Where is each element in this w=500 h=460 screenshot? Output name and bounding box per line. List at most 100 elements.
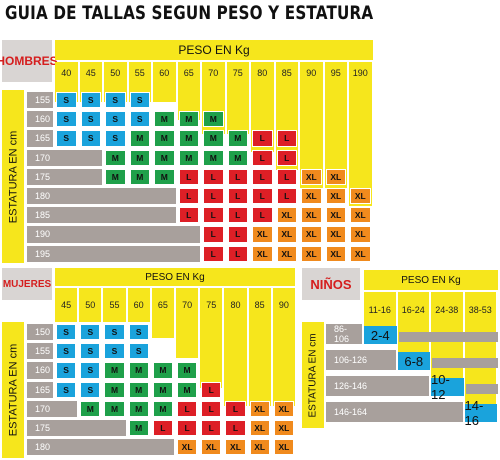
weight-label: 70 (208, 68, 219, 78)
height-label: 195 (35, 248, 51, 259)
height-row: 175 (27, 420, 126, 437)
size-cell: M (227, 149, 248, 166)
ninos-estatura-label: ESTATURA EN cm (307, 332, 319, 418)
height-label: 175 (35, 171, 51, 182)
weight-label: 75 (206, 300, 217, 310)
height-row: 165 (27, 381, 53, 398)
height-row: 150 (27, 324, 53, 341)
size-cell: S (105, 92, 126, 109)
size-cell: 6-8 (397, 352, 430, 370)
size-cell: S (105, 111, 126, 128)
height-row: 160 (27, 362, 53, 379)
height-label: 170 (35, 403, 51, 414)
size-cell: L (227, 226, 248, 243)
size-cell: L (201, 381, 222, 398)
size-cell: XL (249, 420, 270, 437)
size-cell: S (56, 111, 77, 128)
size-cell: L (227, 245, 248, 262)
weight-column (397, 292, 429, 358)
size-cell: XL (301, 245, 322, 262)
mujeres-peso-header: PESO EN Kg (55, 268, 295, 286)
hombres-estatura-label: ESTATURA EN cm (7, 130, 19, 223)
weight-label: 85 (254, 300, 265, 310)
size-cell: S (80, 362, 101, 379)
size-cell: M (128, 362, 149, 379)
size-cell: XL (276, 245, 297, 262)
size-cell: M (128, 400, 149, 417)
size-cell: S (56, 130, 77, 147)
size-cell: XL (252, 226, 273, 243)
size-cell: S (80, 324, 101, 341)
size-cell: L (252, 207, 273, 224)
size-cell: XL (325, 245, 346, 262)
size-cell: S (56, 92, 77, 109)
row-tail (398, 332, 498, 342)
size-cell: XL (273, 420, 294, 437)
height-label: 180 (35, 191, 51, 202)
size-cell: M (152, 362, 173, 379)
size-cell: XL (325, 188, 346, 205)
size-cell: XL (177, 439, 198, 456)
weight-label: 60 (159, 68, 170, 78)
height-label: 180 (35, 442, 51, 453)
weight-column (272, 288, 295, 406)
height-row: 170 (27, 149, 102, 166)
height-row: 106-126 (326, 350, 396, 370)
size-cell: L (203, 226, 224, 243)
size-cell: 14-16 (464, 398, 497, 428)
height-row: 126-146 (326, 376, 429, 396)
size-cell: L (227, 207, 248, 224)
ninos-peso-header: PESO EN Kg (364, 270, 498, 290)
height-label: 155 (35, 95, 51, 106)
weight-label: 24-38 (435, 305, 459, 315)
size-cell: L (201, 400, 222, 417)
weight-label: 11-16 (368, 305, 391, 315)
size-cell: M (154, 130, 175, 147)
size-cell: S (80, 111, 101, 128)
size-cell: L (227, 188, 248, 205)
height-row: 155 (27, 92, 53, 109)
weight-column (324, 62, 347, 188)
height-label: 185 (35, 210, 51, 221)
size-cell: M (177, 381, 198, 398)
size-cell: L (276, 130, 297, 147)
size-cell: M (154, 111, 175, 128)
size-cell: XL (273, 439, 294, 456)
size-cell: M (105, 149, 126, 166)
size-cell: M (129, 168, 150, 185)
size-cell: S (56, 343, 77, 360)
weight-label: 75 (232, 68, 243, 78)
height-row: 175 (27, 168, 102, 185)
size-cell: L (252, 188, 273, 205)
size-cell: S (128, 343, 149, 360)
height-label: 190 (35, 229, 51, 240)
size-cell: L (177, 420, 198, 437)
size-cell: S (104, 324, 125, 341)
size-cell: L (203, 207, 224, 224)
weight-column (251, 62, 274, 152)
weight-label: 45 (61, 300, 72, 310)
size-cell: XL (301, 168, 322, 185)
weight-label: 45 (85, 68, 96, 78)
size-cell: M (104, 362, 125, 379)
height-label: 106-126 (334, 355, 368, 365)
size-cell: 10-12 (431, 372, 464, 402)
size-cell: M (178, 149, 199, 166)
size-cell: L (201, 420, 222, 437)
weight-column (151, 288, 174, 338)
hombres-estatura-header: ESTATURA EN cm (2, 90, 24, 263)
size-cell: S (129, 111, 150, 128)
size-cell: M (152, 400, 173, 417)
weight-column (200, 288, 223, 388)
size-cell: L (276, 149, 297, 166)
height-row: 170 (27, 400, 78, 417)
size-cell: M (203, 111, 224, 128)
weight-column (176, 288, 199, 358)
weight-label: 80 (257, 68, 268, 78)
size-cell: XL (201, 439, 222, 456)
size-cell: XL (273, 400, 294, 417)
height-label: 146-164 (334, 407, 368, 417)
size-cell: XL (325, 207, 346, 224)
size-cell: M (129, 130, 150, 147)
size-cell: XL (276, 226, 297, 243)
